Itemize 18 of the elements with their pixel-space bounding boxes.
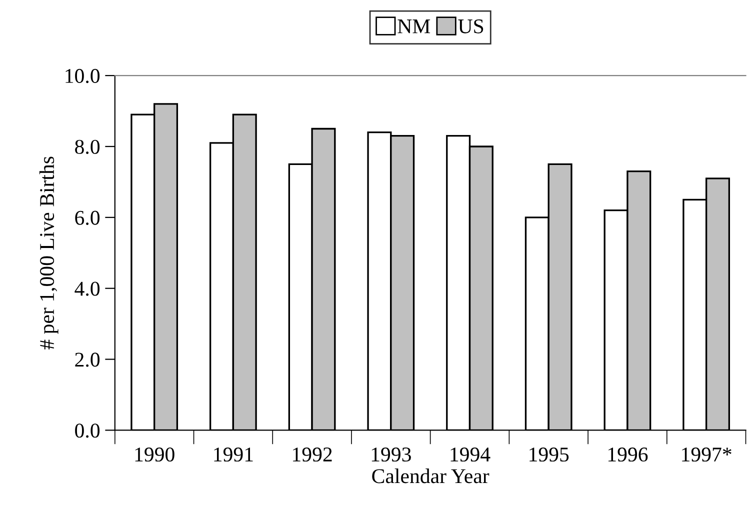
- legend-label: NM: [398, 20, 430, 34]
- y-tick-label: 10.0: [66, 68, 100, 84]
- y-tick-label: 4.0: [74, 282, 100, 296]
- y-tick-label: 2.0: [75, 352, 100, 367]
- x-tick-label: 1997*: [682, 448, 732, 462]
- y-axis-title: # per 1,000 Live Births: [39, 156, 58, 350]
- x-tick-label: 1990: [135, 447, 174, 462]
- x-tick-label: 1996: [608, 448, 648, 462]
- x-tick-label: 1993: [372, 448, 411, 462]
- x-tick-label: 1994: [450, 448, 490, 462]
- y-tick-label: 6.0: [75, 210, 100, 225]
- x-tick-label: 1992: [293, 448, 332, 462]
- y-tick-label: 8.0: [75, 140, 100, 154]
- x-axis-title: Calendar Year: [372, 468, 490, 484]
- x-tick-label: 1995: [530, 448, 569, 462]
- legend-label: US: [458, 19, 484, 34]
- y-tick-label: 0.0: [75, 424, 100, 438]
- x-tick-label: 1991: [214, 448, 253, 462]
